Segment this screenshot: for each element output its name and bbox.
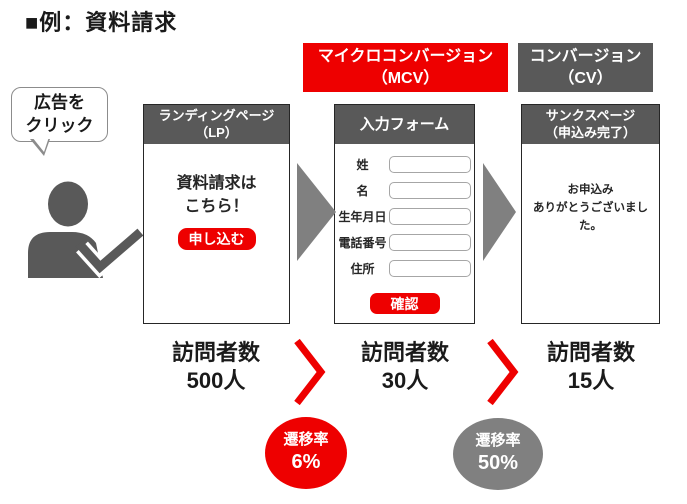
lp-copy-line1: 資料請求は bbox=[176, 175, 257, 192]
mcv-label-line2: （MCV） bbox=[371, 69, 440, 87]
thanks-page-header: サンクスページ （申込み完了） bbox=[522, 105, 659, 144]
form-field-row: 姓 bbox=[335, 156, 474, 173]
mcv-stage-label: マイクロコンバージョン （MCV） bbox=[303, 43, 508, 92]
visitors-lp: 訪問者数 500人 bbox=[141, 339, 291, 395]
visitors-lp-count: 500人 bbox=[186, 368, 246, 394]
phone-label: 電話番号 bbox=[338, 236, 387, 250]
landing-page-body: 資料請求は こちら！ 申し込む bbox=[144, 144, 289, 251]
address-input[interactable] bbox=[389, 260, 471, 277]
form-field-row: 住所 bbox=[335, 260, 474, 277]
flow-arrow-icon bbox=[483, 163, 516, 261]
rate-1-value: 6% bbox=[291, 450, 321, 473]
apply-button[interactable]: 申し込む bbox=[177, 228, 256, 251]
rate-2-label: 遷移率 bbox=[475, 432, 521, 450]
lp-header-line2: （LP） bbox=[195, 124, 238, 140]
visitors-form: 訪問者数 30人 bbox=[330, 339, 480, 395]
flow-arrow-icon bbox=[297, 163, 336, 261]
thx-copy-line1: お申込み bbox=[567, 184, 614, 196]
last-name-label: 姓 bbox=[356, 158, 369, 172]
visitors-lp-label: 訪問者数 bbox=[171, 340, 260, 365]
phone-input[interactable] bbox=[389, 234, 471, 251]
transition-rate-mcv: 遷移率 6% bbox=[265, 417, 347, 489]
person-icon bbox=[28, 181, 144, 279]
form-field-row: 生年月日 bbox=[335, 208, 474, 225]
speech-bubble-line1: 広告を bbox=[34, 93, 85, 113]
form-field-row: 電話番号 bbox=[335, 234, 474, 251]
speech-bubble-tail-fill bbox=[32, 137, 49, 152]
cv-label-line2: （CV） bbox=[558, 69, 613, 87]
speech-bubble: 広告を クリック bbox=[11, 87, 108, 142]
page-title: ■例：資料請求 bbox=[25, 10, 178, 35]
funnel-chevron-icon bbox=[294, 338, 326, 406]
birthdate-label: 生年月日 bbox=[338, 210, 387, 224]
funnel-chevron-icon bbox=[487, 338, 519, 406]
lp-header-line1: ランディングページ bbox=[158, 107, 275, 123]
mcv-label-line1: マイクロコンバージョン bbox=[317, 47, 494, 65]
last-name-input[interactable] bbox=[389, 156, 471, 173]
cv-stage-label: コンバージョン （CV） bbox=[518, 43, 653, 92]
transition-rate-cv: 遷移率 50% bbox=[453, 418, 543, 490]
thanks-page-body: お申込み ありがとうございました。 bbox=[522, 144, 659, 235]
checkmark-icon bbox=[75, 228, 144, 279]
visitors-thanks: 訪問者数 15人 bbox=[516, 339, 666, 395]
visitors-thanks-label: 訪問者数 bbox=[546, 340, 635, 365]
thx-header-line2: （申込み完了） bbox=[544, 124, 636, 140]
input-form-body: 姓 名 生年月日 電話番号 住所 確認 bbox=[335, 144, 474, 314]
birthdate-input[interactable] bbox=[389, 208, 471, 225]
landing-page-header: ランディングページ （LP） bbox=[144, 105, 289, 144]
form-field-row: 名 bbox=[335, 182, 474, 199]
cv-label-line1: コンバージョン bbox=[529, 47, 642, 65]
input-form-box: 入力フォーム 姓 名 生年月日 電話番号 住所 確認 bbox=[334, 104, 475, 324]
rate-2-value: 50% bbox=[477, 451, 519, 474]
thanks-page-box: サンクスページ （申込み完了） お申込み ありがとうございました。 bbox=[521, 104, 660, 324]
visitors-thanks-count: 15人 bbox=[567, 368, 615, 394]
first-name-input[interactable] bbox=[389, 182, 471, 199]
address-label: 住所 bbox=[350, 262, 375, 276]
thx-header-line1: サンクスページ bbox=[545, 107, 636, 123]
landing-page-box: ランディングページ （LP） 資料請求は こちら！ 申し込む bbox=[143, 104, 290, 324]
confirm-button[interactable]: 確認 bbox=[369, 293, 440, 314]
visitors-form-count: 30人 bbox=[381, 368, 429, 394]
speech-bubble-line2: クリック bbox=[25, 115, 94, 135]
first-name-label: 名 bbox=[356, 184, 369, 198]
rate-1-label: 遷移率 bbox=[283, 431, 329, 449]
thx-copy-line2: ありがとうございました。 bbox=[533, 201, 648, 232]
lp-copy-line2: こちら！ bbox=[184, 198, 249, 216]
visitors-form-label: 訪問者数 bbox=[360, 340, 449, 365]
input-form-header: 入力フォーム bbox=[335, 105, 474, 144]
